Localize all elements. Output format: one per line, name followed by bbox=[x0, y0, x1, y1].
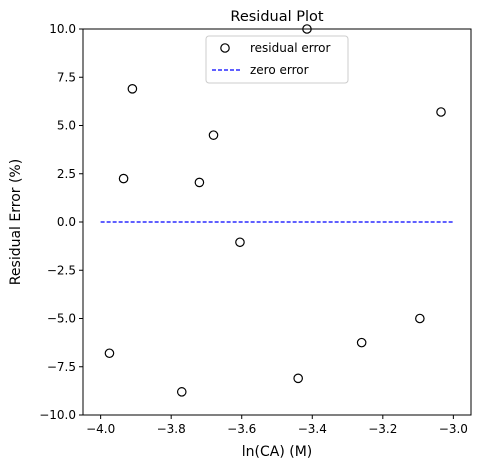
x-tick-label: −3.0 bbox=[439, 422, 468, 436]
y-tick-label: −10.0 bbox=[39, 408, 76, 422]
y-tick-label: 5.0 bbox=[57, 119, 76, 133]
x-tick-label: −4.0 bbox=[86, 422, 115, 436]
legend: residual error zero error bbox=[206, 36, 348, 83]
y-tick-label: 0.0 bbox=[57, 215, 76, 229]
y-tick-label: −2.5 bbox=[47, 263, 76, 277]
x-tick-label: −3.8 bbox=[157, 422, 186, 436]
y-tick-label: −5.0 bbox=[47, 312, 76, 326]
y-tick-label: 2.5 bbox=[57, 167, 76, 181]
y-tick-label: −7.5 bbox=[47, 360, 76, 374]
x-tick-label: −3.6 bbox=[227, 422, 256, 436]
x-axis-label: ln(CA) (M) bbox=[242, 444, 313, 460]
chart-title: Residual Plot bbox=[230, 9, 323, 25]
y-tick-label: 7.5 bbox=[57, 70, 76, 84]
x-tick-label: −3.4 bbox=[298, 422, 327, 436]
legend-label-zero-error: zero error bbox=[250, 63, 309, 77]
x-tick-label: −3.2 bbox=[368, 422, 397, 436]
y-axis-label: Residual Error (%) bbox=[8, 159, 24, 285]
legend-label-residual-error: residual error bbox=[250, 41, 330, 55]
y-tick-label: 10.0 bbox=[49, 22, 76, 36]
